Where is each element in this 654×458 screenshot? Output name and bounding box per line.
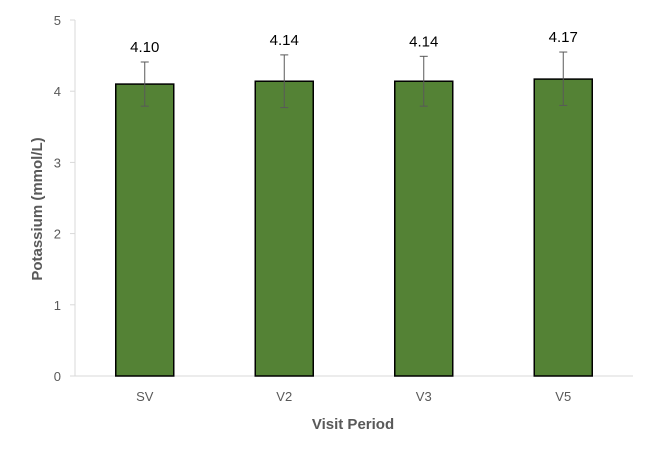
error-bar bbox=[280, 54, 289, 109]
y-tick-label: 4 bbox=[54, 84, 61, 99]
y-tick-label: 2 bbox=[54, 227, 61, 242]
bars bbox=[115, 51, 593, 377]
x-tick-label: V2 bbox=[276, 389, 292, 404]
x-tick-label: V3 bbox=[416, 389, 432, 404]
data-labels: 4.10 4.14 4.14 4.17 bbox=[130, 29, 578, 56]
y-tick-label: 5 bbox=[54, 13, 61, 28]
data-label: 4.17 bbox=[549, 29, 578, 46]
y-tick-label: 0 bbox=[54, 369, 61, 384]
y-axis-title: Potassium (mmol/L) bbox=[29, 137, 46, 280]
data-label: 4.14 bbox=[409, 33, 438, 50]
x-axis: SV V2 V3 V5 bbox=[75, 375, 633, 404]
error-bar bbox=[559, 51, 568, 106]
error-bar bbox=[140, 61, 149, 107]
y-axis: 0 1 2 3 4 5 bbox=[54, 13, 76, 384]
bar bbox=[254, 80, 314, 377]
data-label: 4.10 bbox=[130, 39, 159, 56]
data-label: 4.14 bbox=[270, 32, 299, 49]
y-tick-label: 3 bbox=[54, 155, 61, 170]
x-axis-title: Visit Period bbox=[312, 416, 394, 433]
x-tick-label: V5 bbox=[555, 389, 571, 404]
x-tick-label: SV bbox=[136, 389, 154, 404]
bar bbox=[115, 83, 175, 377]
bar bbox=[533, 78, 593, 377]
error-bar bbox=[419, 55, 428, 107]
y-tick-label: 1 bbox=[54, 298, 61, 313]
bar bbox=[394, 80, 454, 377]
